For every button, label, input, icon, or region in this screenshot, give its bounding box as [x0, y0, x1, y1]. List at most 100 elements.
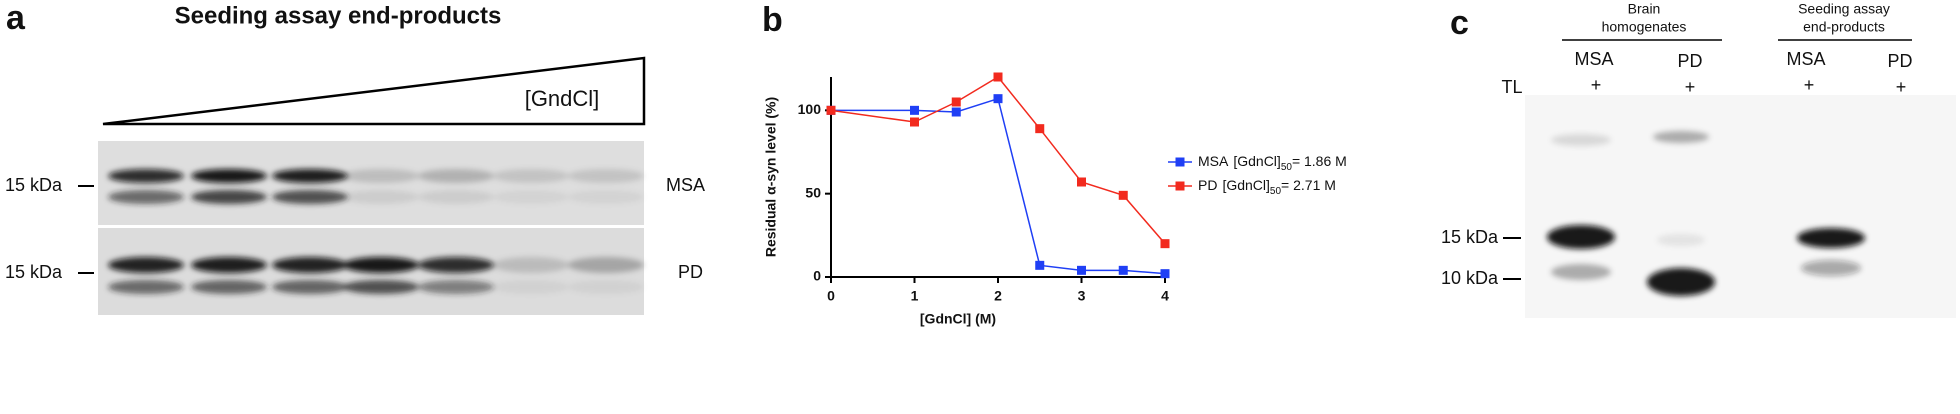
x-axis-label: [GdnCl] (M): [920, 311, 996, 327]
legend-label: PD [GdnCl]50= 2.71 M: [1198, 177, 1336, 197]
point: [910, 105, 919, 115]
point: [1035, 260, 1045, 270]
point: [1160, 269, 1170, 279]
sign: +: [1591, 75, 1602, 95]
band: [343, 169, 419, 183]
point: [993, 94, 1003, 104]
band: [343, 280, 419, 294]
band: [418, 190, 494, 204]
mw-marker: 15 kDa: [5, 175, 63, 195]
band: [568, 169, 644, 183]
point: [1118, 190, 1128, 200]
legend-text: [GdnCl]: [1233, 153, 1280, 169]
band: [493, 280, 569, 294]
legend-label: MSA [GdnCl]50= 1.86 M: [1198, 153, 1347, 173]
legend-text: = 2.71 M: [1281, 177, 1336, 193]
band: [108, 257, 184, 273]
band: [191, 169, 267, 183]
y-tick-label: 0: [813, 268, 821, 284]
series-line: [830, 76, 1166, 245]
band: [1547, 225, 1615, 249]
band: [191, 257, 267, 273]
bands: [1547, 131, 1865, 296]
band: [343, 190, 419, 204]
band: [1551, 264, 1611, 280]
band: [418, 169, 494, 183]
legend-marker: [1175, 181, 1185, 191]
band: [191, 190, 267, 204]
x-tick-label: 0: [827, 288, 835, 304]
point: [910, 117, 919, 127]
legend-text: [GdnCl]: [1222, 177, 1269, 193]
band: [108, 169, 184, 183]
legend-text: 50: [1270, 186, 1282, 197]
point: [993, 72, 1003, 82]
group-label: Seeding assay: [1798, 1, 1890, 17]
band: [108, 190, 184, 204]
point: [1077, 265, 1086, 275]
band: [1653, 131, 1709, 143]
band: [493, 190, 569, 204]
lane-label: PD: [1887, 51, 1912, 71]
y-tick-label: 50: [805, 184, 821, 200]
band: [191, 280, 267, 294]
x-tick-label: 1: [911, 288, 919, 304]
band: [272, 190, 348, 204]
legend-text: = 1.86 M: [1292, 153, 1347, 169]
row-label: TL: [1501, 77, 1522, 97]
point: [951, 107, 961, 117]
mw-marker: 10 kDa: [1441, 268, 1499, 288]
band: [1647, 268, 1715, 296]
group-label: Brain: [1628, 1, 1661, 17]
mw-marker: 15 kDa: [5, 262, 63, 282]
band: [493, 257, 569, 273]
band: [343, 257, 419, 273]
panel-letter: c: [1450, 4, 1469, 42]
row-label: MSA: [666, 175, 705, 195]
x-tick-label: 3: [1078, 288, 1086, 304]
sign: +: [1896, 77, 1907, 97]
band: [272, 280, 348, 294]
band: [108, 280, 184, 294]
band: [568, 280, 644, 294]
legend-text: PD: [1198, 177, 1217, 193]
band: [418, 257, 494, 273]
gradient-triangle: [102, 56, 646, 126]
lane-label: PD: [1677, 51, 1702, 71]
blot: [1525, 95, 1956, 318]
band: [568, 190, 644, 204]
group-label: homogenates: [1602, 19, 1687, 35]
x-tick-label: 4: [1161, 288, 1169, 304]
mw-marker: 15 kDa: [1441, 227, 1499, 247]
band: [1657, 234, 1705, 246]
panel-letter: b: [762, 1, 783, 39]
gradient-label: [GndCl]: [525, 86, 600, 111]
legend-text: MSA: [1198, 153, 1229, 169]
band: [272, 257, 348, 273]
lane-label: MSA: [1786, 49, 1825, 69]
row-label: PD: [678, 262, 703, 282]
band: [493, 169, 569, 183]
blot: [98, 141, 644, 225]
band: [1797, 228, 1865, 248]
point: [1118, 265, 1128, 275]
sign: +: [1804, 75, 1815, 95]
band: [1551, 134, 1611, 146]
panel-letter: a: [6, 0, 26, 37]
x-tick-label: 2: [994, 288, 1002, 304]
sign: +: [1685, 77, 1696, 97]
bands: [108, 169, 644, 294]
group-label: end-products: [1803, 19, 1885, 35]
point: [1160, 239, 1170, 249]
band: [568, 257, 644, 273]
band: [272, 169, 348, 183]
legend-text: 50: [1281, 162, 1293, 173]
band: [1801, 260, 1861, 276]
point: [826, 105, 836, 115]
y-axis-label: Residual α-syn level (%): [763, 97, 779, 257]
series-line: [831, 97, 1166, 275]
band: [418, 280, 494, 294]
lane-label: MSA: [1574, 49, 1613, 69]
